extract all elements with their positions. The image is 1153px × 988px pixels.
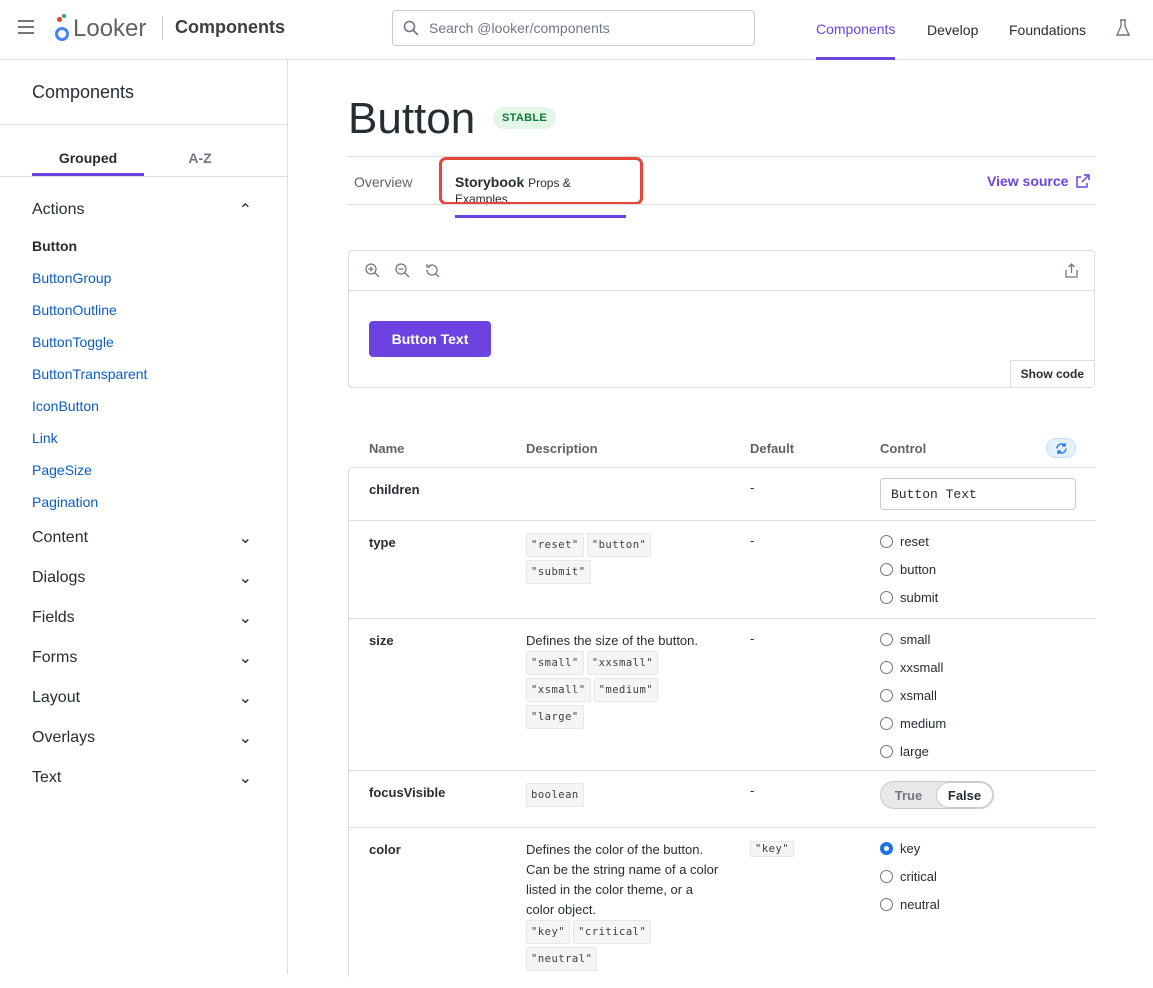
sidebar-title: Components	[32, 82, 135, 102]
table-row: color Defines the color of the button. C…	[349, 828, 1096, 988]
radio-critical[interactable]: critical	[880, 862, 940, 890]
group-text[interactable]: Text ⌄	[32, 769, 252, 787]
sidebar-item-button[interactable]: Button	[32, 238, 78, 254]
group-actions[interactable]: Actions ⌃	[32, 201, 252, 219]
children-textarea[interactable]: Button Text	[880, 478, 1076, 510]
sidebar-item-link[interactable]: Link	[32, 430, 58, 446]
divider	[162, 16, 163, 40]
chevron-down-icon: ⌄	[238, 610, 252, 627]
tab-overview[interactable]: Overview	[354, 174, 413, 190]
external-link-icon	[1076, 174, 1091, 188]
divider	[0, 124, 287, 125]
looker-logo[interactable]: Looker	[55, 14, 146, 44]
sidebar-item-pagesize[interactable]: PageSize	[32, 462, 92, 478]
chevron-down-icon: ⌄	[238, 650, 252, 667]
share-icon[interactable]	[1065, 263, 1078, 283]
menu-icon[interactable]	[18, 20, 34, 34]
column-header-description: Description	[526, 441, 598, 456]
tab-grouped[interactable]: Grouped	[32, 150, 144, 176]
radio-xsmall[interactable]: xsmall	[880, 681, 946, 709]
group-dialogs[interactable]: Dialogs ⌄	[32, 569, 252, 587]
preview-toolbar	[349, 251, 1094, 291]
search-input[interactable]: Search @looker/components	[392, 10, 755, 46]
preview-button[interactable]: Button Text	[369, 321, 491, 357]
sidebar-item-buttontransparent[interactable]: ButtonTransparent	[32, 366, 148, 382]
radio-reset[interactable]: reset	[880, 527, 938, 555]
focus-visible-toggle[interactable]: True False	[880, 781, 994, 809]
sidebar: Components Grouped A-Z Actions ⌃ Button B…	[0, 60, 288, 974]
radio-large[interactable]: large	[880, 737, 946, 765]
group-overlays[interactable]: Overlays ⌄	[32, 729, 252, 747]
refresh-icon	[1055, 442, 1067, 454]
search-placeholder: Search @looker/components	[429, 20, 610, 36]
group-layout[interactable]: Layout ⌄	[32, 689, 252, 707]
tab-a-z[interactable]: A-Z	[188, 150, 212, 166]
storybook-preview: Button Text Show code	[348, 250, 1095, 388]
sidebar-item-pagination[interactable]: Pagination	[32, 494, 99, 510]
group-forms[interactable]: Forms ⌄	[32, 649, 252, 667]
column-header-default: Default	[750, 441, 795, 456]
zoom-out-icon[interactable]	[395, 263, 410, 283]
highlight-box	[439, 157, 643, 205]
chevron-down-icon: ⌄	[238, 530, 252, 547]
page-title: Button	[348, 94, 476, 143]
table-row: type "reset" "button" "submit" - reset but…	[349, 521, 1096, 619]
sidebar-item-iconbutton[interactable]: IconButton	[32, 398, 99, 414]
status-badge: STABLE	[493, 107, 556, 129]
column-header-control: Control	[880, 441, 927, 456]
radio-neutral[interactable]: neutral	[880, 890, 940, 918]
divider	[348, 204, 1095, 205]
column-header-name: Name	[369, 441, 405, 456]
table-row: size Defines the size of the button. "sma…	[349, 619, 1096, 771]
sidebar-item-buttontoggle[interactable]: ButtonToggle	[32, 334, 114, 350]
nav-foundations[interactable]: Foundations	[1009, 22, 1087, 38]
radio-medium[interactable]: medium	[880, 709, 946, 737]
app-title: Components	[175, 17, 285, 37]
reset-zoom-icon[interactable]	[425, 263, 440, 283]
radio-small[interactable]: small	[880, 625, 946, 653]
nav-components[interactable]: Components	[816, 0, 896, 60]
radio-submit[interactable]: submit	[880, 583, 938, 611]
table-row: children - Button Text	[349, 468, 1096, 521]
nav-develop[interactable]: Develop	[927, 22, 979, 38]
divider	[348, 156, 1095, 157]
chevron-up-icon: ⌃	[238, 202, 252, 219]
chevron-down-icon: ⌄	[238, 690, 252, 707]
sidebar-item-buttongroup[interactable]: ButtonGroup	[32, 270, 112, 286]
group-fields[interactable]: Fields ⌄	[32, 609, 252, 627]
radio-xxsmall[interactable]: xxsmall	[880, 653, 946, 681]
flask-icon[interactable]	[1116, 19, 1130, 37]
show-code-button[interactable]: Show code	[1009, 360, 1094, 387]
radio-button[interactable]: button	[880, 555, 938, 583]
sidebar-item-buttonoutline[interactable]: ButtonOutline	[32, 302, 117, 318]
reset-controls-button[interactable]	[1046, 438, 1076, 458]
chevron-down-icon: ⌄	[238, 770, 252, 787]
search-icon	[403, 20, 419, 36]
props-table: children - Button Text type "reset" "butt…	[348, 467, 1096, 977]
radio-key[interactable]: key	[880, 834, 940, 862]
chevron-down-icon: ⌄	[238, 570, 252, 587]
divider	[0, 176, 287, 177]
top-header: Looker Components Search @looker/compone…	[0, 0, 1153, 60]
table-row: focusVisible boolean - True False	[349, 771, 1096, 828]
chevron-down-icon: ⌄	[238, 730, 252, 747]
view-source-link[interactable]: View source	[987, 173, 1091, 189]
group-content[interactable]: Content ⌄	[32, 529, 252, 547]
zoom-in-icon[interactable]	[365, 263, 380, 283]
